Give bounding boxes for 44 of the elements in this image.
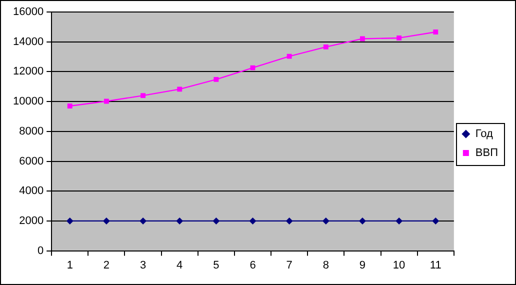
x-tick-label: 5 <box>213 259 220 272</box>
point <box>104 98 109 104</box>
y-tick-label: 10000 <box>12 96 44 108</box>
point <box>286 217 293 224</box>
y-tick-label: 16000 <box>12 6 44 18</box>
point <box>432 217 440 224</box>
x-tick-label: 8 <box>322 259 329 272</box>
point <box>250 65 256 70</box>
legend-label: Год <box>475 128 494 140</box>
y-tick-label: 0 <box>37 244 44 257</box>
x-tick-label: 6 <box>250 259 256 272</box>
y-tick-label: 12000 <box>12 66 44 78</box>
point <box>358 217 366 224</box>
x-tick-label: 11 <box>430 259 442 272</box>
point <box>212 217 220 224</box>
point <box>286 54 292 59</box>
x-tick-label: 3 <box>140 259 146 272</box>
x-tick-label: 4 <box>176 259 183 272</box>
point <box>396 35 402 40</box>
point <box>66 217 74 224</box>
y-tick-label: 14000 <box>12 36 44 48</box>
point <box>323 44 328 50</box>
x-tick-label: 7 <box>286 259 292 272</box>
x-tick-label: 9 <box>359 259 366 272</box>
point <box>140 93 146 98</box>
point <box>177 86 182 92</box>
point <box>360 36 365 42</box>
point <box>433 30 438 34</box>
point <box>140 217 147 224</box>
point <box>214 76 219 82</box>
y-tick-label: 8000 <box>19 125 44 138</box>
x-tick-label: 2 <box>103 259 110 272</box>
y-tick-label: 4000 <box>19 185 44 198</box>
point <box>67 104 72 109</box>
point <box>249 217 256 224</box>
point <box>176 217 184 224</box>
point <box>102 217 110 224</box>
y-tick-label: 6000 <box>19 155 44 168</box>
x-tick-label: 10 <box>392 259 406 272</box>
y-tick-label: 2000 <box>19 214 44 227</box>
x-tick-label: 1 <box>66 259 73 272</box>
point <box>396 217 403 224</box>
point <box>322 217 330 224</box>
legend-label: ВВП <box>475 147 498 160</box>
